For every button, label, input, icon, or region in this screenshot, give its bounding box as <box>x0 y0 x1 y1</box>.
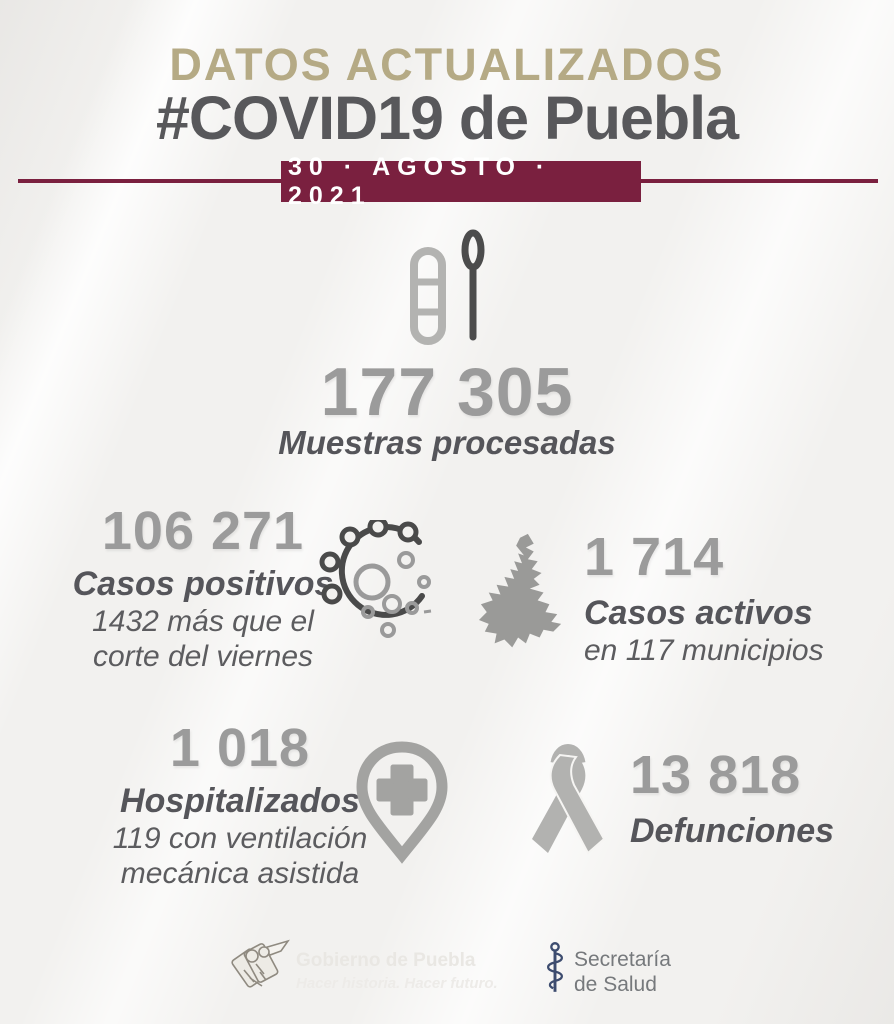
awareness-ribbon-icon <box>532 744 606 855</box>
samples-value: 177 305 <box>320 354 574 430</box>
positives-sub2: corte del viernes <box>92 639 314 673</box>
test-tube-and-swab-icon <box>0 229 894 346</box>
salud-line1: Secretaría <box>574 948 671 971</box>
hospitalized-label: Hospitalizados <box>120 782 360 820</box>
page-title: #COVID19 de Puebla <box>155 84 739 152</box>
virus-icon <box>319 520 432 638</box>
hospitalized-stat: 1 018 Hospitalizados 119 con ventilación… <box>90 721 390 890</box>
salud-wordmark: Secretaría de Salud <box>574 947 671 997</box>
positives-value: 106 271 <box>101 501 305 561</box>
positives-label: Casos positivos <box>72 565 334 603</box>
date-banner: 30 · AGOSTO · 2021 <box>281 153 641 210</box>
hospitalized-sub2: mecánica asistida <box>120 856 360 890</box>
gobierno-name: Gobierno de Puebla <box>296 950 476 971</box>
gobierno-de-puebla-logo <box>231 939 290 988</box>
positives-sub1: 1432 más que el <box>92 604 314 638</box>
gobierno-slogan: Hacer historia. Hacer futuro. <box>296 975 498 992</box>
samples-label: Muestras procesadas <box>278 424 616 461</box>
deaths-label: Defunciones <box>630 812 835 850</box>
test-tube-icon <box>410 247 446 345</box>
deaths-stat: 13 818 Defunciones <box>630 748 880 850</box>
active-sub1: en 117 municipios <box>584 633 824 667</box>
puebla-map-icon <box>478 533 562 648</box>
hospitalized-sub1: 119 con ventilación <box>112 821 368 855</box>
active-cases-stat: 1 714 Casos activos en 117 municipios <box>584 530 884 667</box>
deaths-value: 13 818 <box>630 745 802 805</box>
salud-line2: de Salud <box>574 973 657 997</box>
secretaria-de-salud-logo <box>547 942 563 992</box>
positives-stat: 106 271 Casos positivos 1432 más que el … <box>48 504 358 673</box>
swab-icon <box>461 229 485 341</box>
medical-pin-icon <box>356 741 448 864</box>
active-value: 1 714 <box>584 527 725 587</box>
hospitalized-value: 1 018 <box>169 718 311 778</box>
active-label: Casos activos <box>584 594 813 632</box>
kicker-heading: DATOS ACTUALIZADOS <box>169 39 725 90</box>
gobierno-wordmark: Gobierno de Puebla Hacer historia. Hacer… <box>296 951 498 991</box>
